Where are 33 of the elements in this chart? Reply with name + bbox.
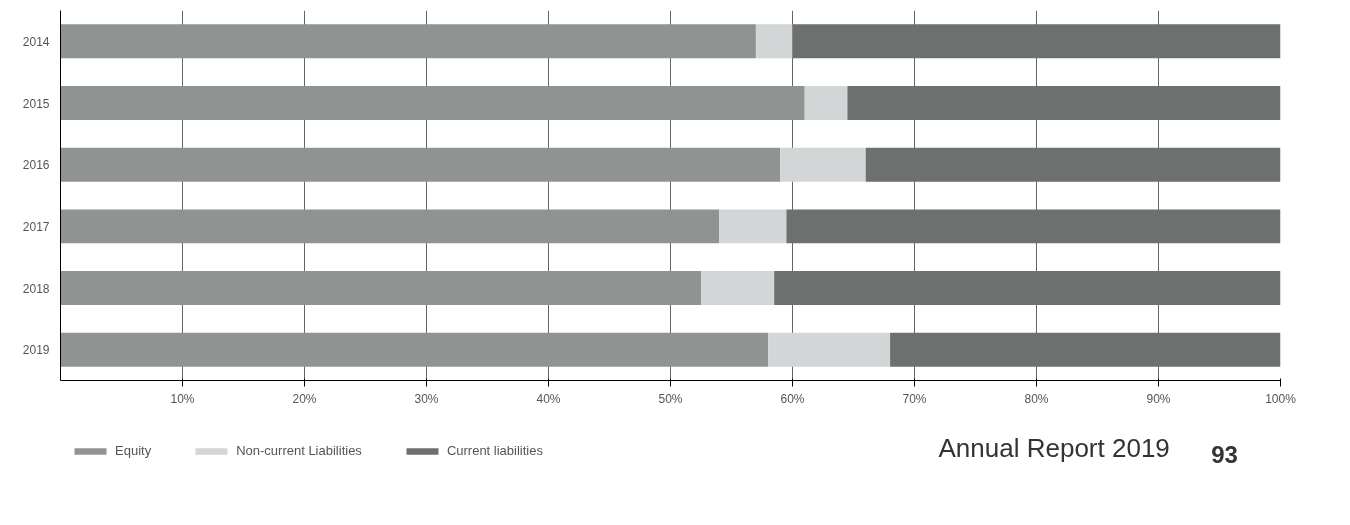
- bar: [60, 24, 756, 59]
- bar: [719, 209, 787, 244]
- x-tick-label: 100%: [1265, 391, 1297, 406]
- x-tick-label: 90%: [1146, 391, 1171, 406]
- bar: [701, 271, 775, 305]
- x-tick-label: 40%: [536, 391, 561, 406]
- legend-label: Equity: [115, 443, 152, 458]
- y-tick-label: 2015: [22, 96, 50, 111]
- x-tick-label: 50%: [658, 391, 683, 406]
- bar: [60, 332, 769, 367]
- x-tick-label: 70%: [902, 391, 927, 406]
- x-tick-label: 80%: [1024, 391, 1049, 406]
- x-tick-label: 20%: [292, 391, 317, 406]
- bar: [60, 271, 701, 305]
- bar: [60, 209, 720, 244]
- bar: [60, 86, 805, 120]
- bar: [768, 332, 891, 367]
- bar: [755, 24, 793, 59]
- x-tick-label: 60%: [780, 391, 805, 406]
- y-tick-label: 2019: [22, 343, 50, 358]
- bar: [804, 86, 848, 120]
- y-tick-label: 2018: [22, 281, 50, 296]
- bar: [780, 147, 866, 182]
- legend-label: Non-current Liabilities: [236, 443, 362, 458]
- legend-label: Current liabilities: [446, 443, 543, 458]
- x-tick-label: 30%: [414, 391, 439, 406]
- text: 93: [1211, 440, 1238, 468]
- y-tick-label: 2017: [22, 219, 50, 234]
- text: Annual Report 2019: [938, 432, 1170, 463]
- x-tick-label: 10%: [170, 391, 195, 406]
- bar: [60, 147, 781, 182]
- y-tick-label: 2016: [22, 158, 50, 173]
- y-tick-label: 2014: [22, 34, 50, 49]
